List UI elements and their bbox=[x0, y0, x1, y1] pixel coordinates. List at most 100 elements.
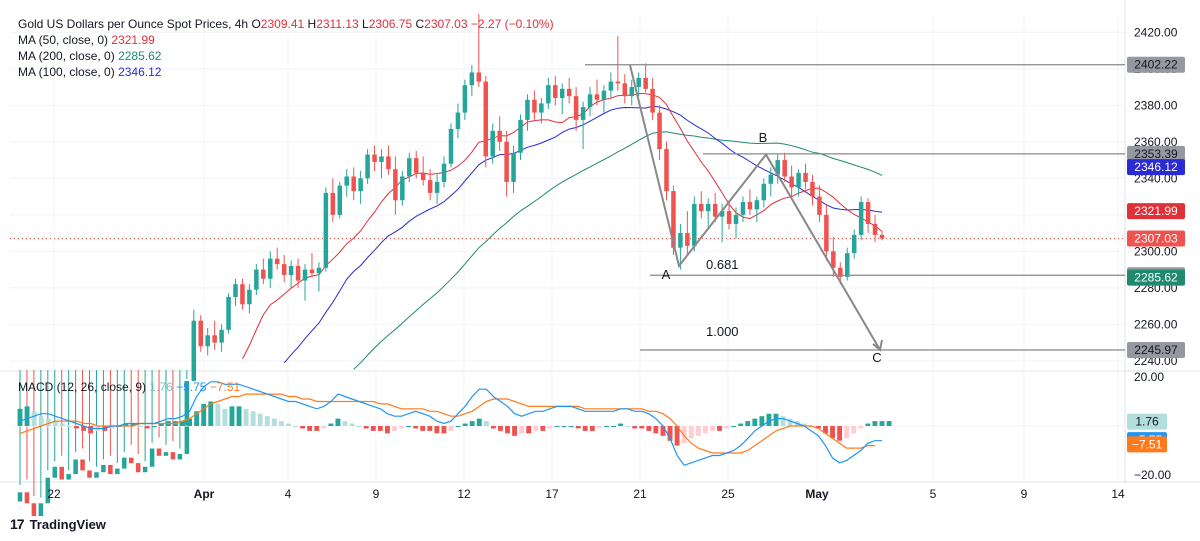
candle-body bbox=[580, 107, 586, 120]
price-tag-box bbox=[1127, 203, 1185, 220]
candle bbox=[448, 123, 454, 168]
candle-body bbox=[163, 452, 169, 456]
candle-body bbox=[73, 459, 78, 475]
candle-body bbox=[101, 464, 106, 473]
point-c-label: C bbox=[872, 350, 881, 365]
candle-body bbox=[170, 452, 176, 460]
candle-body bbox=[400, 176, 405, 201]
macd-histogram-bar bbox=[67, 426, 72, 427]
candle bbox=[539, 97, 544, 124]
macd-histogram-bar bbox=[540, 426, 546, 431]
candle-body bbox=[518, 119, 523, 153]
ma200-line bbox=[353, 131, 883, 370]
candle bbox=[497, 116, 502, 151]
candle bbox=[810, 174, 815, 206]
candle-body bbox=[775, 160, 780, 175]
candle-body bbox=[309, 269, 315, 274]
candle bbox=[685, 211, 690, 255]
price-tag-price: 2307.03 bbox=[1127, 230, 1185, 247]
macd-histogram-bar bbox=[568, 426, 574, 427]
macd-histogram-bar bbox=[766, 413, 772, 426]
candle-body bbox=[566, 88, 572, 97]
macd-histogram-bar bbox=[31, 411, 37, 426]
macd-histogram-bar bbox=[469, 421, 475, 426]
high-value: 2311.13 bbox=[316, 17, 359, 31]
ma200-legend[interactable]: MA (200, close, 0) 2285.62 bbox=[18, 48, 554, 64]
candle bbox=[205, 328, 210, 356]
macd-histogram-bar bbox=[547, 426, 553, 429]
time-tick-label: 9 bbox=[373, 487, 380, 501]
macd-histogram-bar bbox=[257, 413, 263, 426]
macd-histogram-bar bbox=[801, 423, 807, 426]
macd-histogram-bar bbox=[702, 426, 708, 434]
macd-histogram-bar bbox=[201, 403, 207, 426]
candle bbox=[511, 145, 516, 193]
macd-histogram-bar bbox=[752, 418, 758, 426]
macd-histogram-bar bbox=[222, 408, 228, 426]
brand-footer[interactable]: 17 TradingView bbox=[10, 516, 106, 532]
candle bbox=[302, 264, 308, 301]
ma100-legend[interactable]: MA (100, close, 0) 2346.12 bbox=[18, 64, 554, 80]
candle-body bbox=[817, 196, 822, 215]
candle-body bbox=[796, 172, 801, 188]
price-tick-label: 2300.00 bbox=[1134, 244, 1178, 258]
candle bbox=[38, 370, 44, 517]
macd-tick-label: −20.00 bbox=[1134, 468, 1171, 482]
candle-body bbox=[31, 503, 37, 517]
ma50-legend[interactable]: MA (50, close, 0) 2321.99 bbox=[18, 32, 554, 48]
time-tick-label: Apr bbox=[194, 487, 215, 501]
candle-body bbox=[372, 154, 377, 162]
candle-body bbox=[622, 83, 628, 97]
macd-histogram-bar bbox=[879, 421, 885, 426]
macd-histogram-bar bbox=[717, 426, 722, 431]
candle bbox=[580, 101, 586, 150]
candle-body bbox=[587, 94, 593, 108]
candle-body bbox=[122, 457, 127, 469]
low-label: L bbox=[362, 17, 369, 31]
macd-histogram-bar bbox=[194, 411, 200, 426]
candle bbox=[73, 370, 78, 475]
macd-histogram-bar bbox=[582, 426, 588, 431]
candle bbox=[177, 370, 183, 460]
candle bbox=[650, 77, 655, 120]
macd-histogram-bar bbox=[639, 426, 645, 429]
price-tag-text: 2285.62 bbox=[1134, 271, 1178, 285]
macd-histogram-bar bbox=[406, 426, 412, 427]
candle bbox=[469, 65, 475, 97]
macd-histogram-bar bbox=[709, 426, 715, 431]
candle-body bbox=[177, 453, 183, 460]
candle bbox=[240, 278, 245, 310]
macd-tag-hist: 1.76 bbox=[1127, 413, 1167, 430]
macd-histogram-bar bbox=[427, 426, 433, 431]
candle-body bbox=[420, 172, 426, 181]
candle bbox=[393, 156, 398, 215]
macd-legend[interactable]: MACD (12, 26, close, 9) 1.76 −5.75 −7.51 bbox=[18, 380, 240, 394]
candle bbox=[386, 145, 391, 175]
candle-body bbox=[59, 466, 64, 480]
macd-histogram-bar bbox=[498, 426, 503, 431]
candle-body bbox=[643, 77, 648, 89]
candle-body bbox=[539, 103, 544, 113]
symbol-row: Gold US Dollars per Ounce Spot Prices, 4… bbox=[18, 16, 554, 32]
candle-body bbox=[844, 253, 850, 277]
macd-histogram-bar bbox=[109, 426, 115, 429]
price-tick-label: 2260.00 bbox=[1134, 317, 1178, 331]
candle-body bbox=[685, 233, 690, 246]
time-tick-label: 5 bbox=[930, 487, 937, 501]
candle bbox=[191, 309, 197, 381]
candle bbox=[643, 63, 648, 93]
macd-histogram-bar bbox=[844, 426, 850, 439]
candle bbox=[226, 293, 231, 334]
candle bbox=[142, 370, 148, 473]
macd-histogram-bar bbox=[363, 426, 369, 429]
macd-histogram-bar bbox=[370, 426, 376, 431]
candle bbox=[434, 174, 440, 204]
macd-histogram-bar bbox=[823, 426, 828, 434]
candle bbox=[768, 167, 774, 197]
ma50-value: 2321.99 bbox=[111, 33, 155, 47]
candle-body bbox=[692, 203, 697, 246]
macd-histogram-bar bbox=[667, 426, 673, 441]
candle-body bbox=[768, 174, 774, 184]
price-tag-text: 2402.22 bbox=[1134, 58, 1178, 72]
